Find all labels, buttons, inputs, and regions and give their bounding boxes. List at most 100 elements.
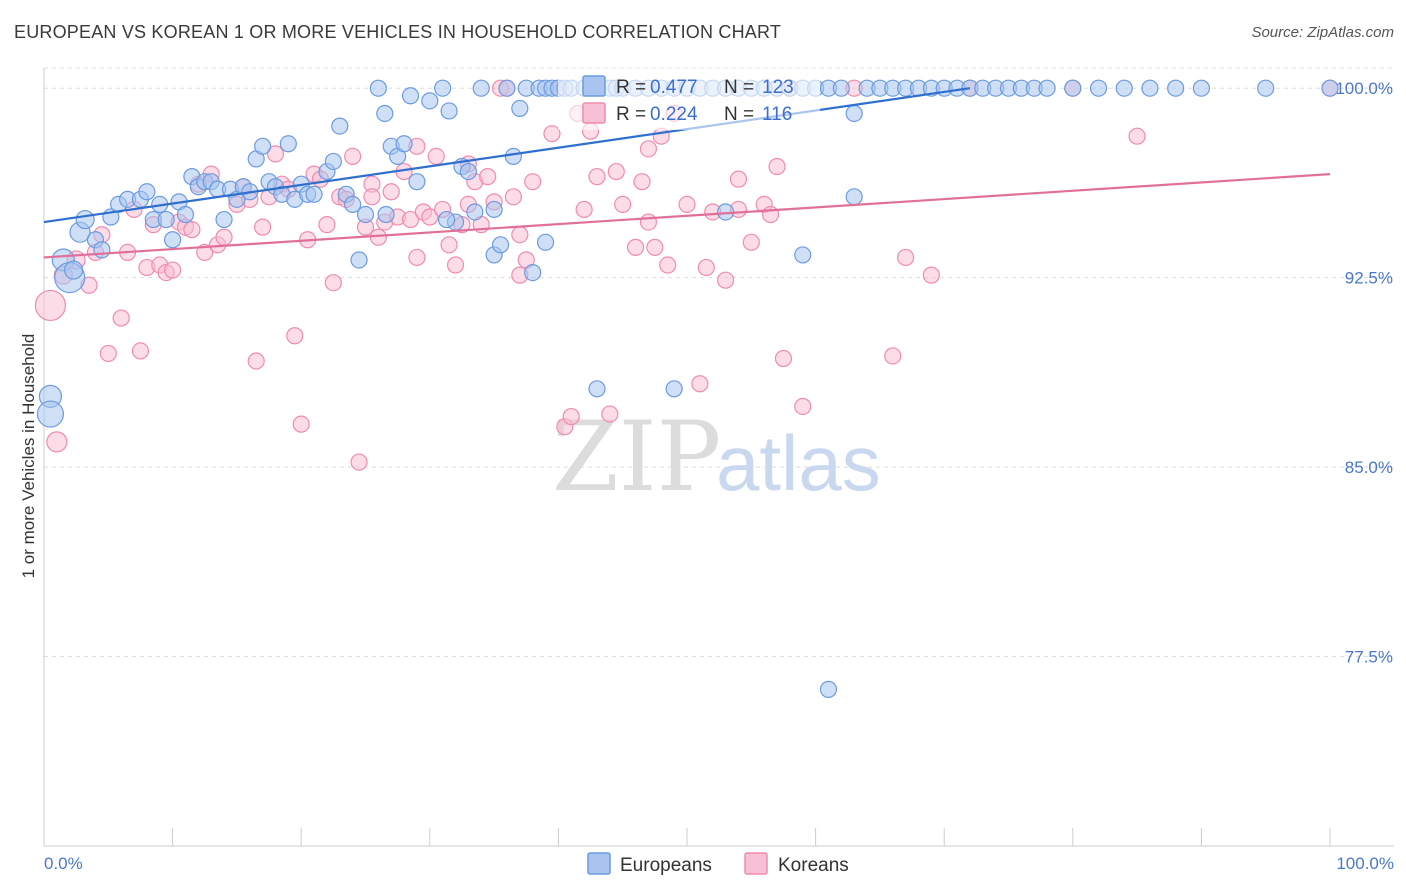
european-point	[504, 147, 522, 166]
korean-point	[588, 168, 606, 186]
korean-point	[626, 238, 645, 256]
korean-point	[382, 183, 400, 201]
korean-point	[1128, 127, 1146, 145]
korean-point	[324, 274, 342, 292]
korean-point	[884, 347, 902, 365]
european-point	[376, 104, 394, 123]
europeans-points	[36, 79, 1339, 698]
korean-point	[678, 195, 696, 214]
korean-point	[524, 173, 542, 191]
korean-point	[601, 405, 619, 423]
korean-point	[897, 248, 915, 267]
legend-r-label-europeans: R =	[616, 77, 646, 98]
watermark-zip: ZIP	[552, 401, 721, 513]
korean-point	[543, 125, 561, 143]
korean-point	[922, 266, 940, 284]
korean-point	[639, 140, 658, 158]
european-point	[524, 264, 542, 282]
x-ticks	[43, 828, 1331, 846]
korean-point	[504, 188, 522, 206]
european-point	[1115, 79, 1133, 97]
korean-point	[254, 218, 272, 236]
y-tick-label: 77.5%	[1345, 648, 1393, 667]
korean-point	[697, 258, 715, 277]
european-point	[157, 210, 175, 229]
y-tick-labels: 77.5% 85.0% 92.5% 100.0%	[1335, 79, 1393, 666]
korean-point	[607, 162, 625, 181]
korean-point	[614, 195, 632, 214]
legend-swatch-europeans	[582, 75, 606, 97]
korean-point	[408, 248, 426, 267]
korean-point	[421, 208, 439, 226]
korean-point	[401, 210, 420, 229]
european-point	[459, 162, 477, 181]
correlation-legend: R = 0.477 N = 123 R = 0.224 N = 116	[558, 68, 820, 130]
european-point	[350, 251, 368, 269]
y-tick-label: 100.0%	[1335, 79, 1393, 98]
watermark-atlas: atlas	[716, 419, 881, 507]
x-tick-label-min: 0.0%	[44, 854, 83, 873]
axes	[43, 68, 1394, 847]
european-point	[1141, 79, 1159, 97]
korean-point	[196, 243, 214, 261]
european-point	[395, 135, 413, 153]
european-point	[93, 241, 111, 259]
korean-point	[562, 407, 580, 426]
european-point	[434, 79, 452, 97]
korean-point	[639, 213, 658, 231]
european-point	[819, 680, 838, 698]
korean-point	[716, 271, 735, 289]
european-point	[75, 209, 95, 230]
legend-swatch-koreans	[582, 102, 606, 124]
korean-point	[350, 453, 368, 471]
european-point	[344, 195, 362, 214]
european-point	[377, 205, 395, 224]
european-point	[164, 231, 182, 249]
korean-point	[131, 342, 150, 360]
european-point	[536, 233, 555, 251]
legend-n-value-koreans: 116	[762, 104, 792, 125]
european-point	[794, 246, 812, 264]
korean-point	[691, 375, 709, 393]
european-point	[1064, 79, 1082, 97]
european-point	[138, 183, 156, 201]
european-point	[369, 79, 387, 97]
watermark: ZIP atlas	[552, 401, 881, 513]
legend-n-value-europeans: 123	[762, 77, 794, 98]
y-tick-label: 85.0%	[1345, 458, 1393, 477]
legend-r-value-europeans: 0.477	[650, 77, 698, 98]
european-point	[511, 99, 529, 118]
european-point	[845, 104, 863, 123]
european-point	[472, 79, 490, 97]
korean-point	[659, 256, 677, 274]
korean-point	[774, 349, 793, 368]
series-legend-label-koreans: Koreans	[778, 855, 849, 876]
european-point	[1257, 79, 1275, 97]
european-point	[440, 102, 458, 120]
y-axis-label: 1 or more Vehicles in Household	[19, 334, 38, 579]
european-point	[588, 380, 606, 398]
european-point	[491, 236, 510, 254]
european-point	[305, 185, 323, 203]
european-point	[215, 210, 233, 229]
european-point	[331, 117, 349, 135]
legend-n-label-koreans: N =	[724, 104, 754, 125]
korean-point	[511, 226, 529, 244]
european-point	[485, 200, 503, 219]
korean-point	[34, 289, 67, 322]
koreans-trend-line	[43, 172, 1331, 259]
korean-point	[183, 221, 201, 239]
european-point	[408, 173, 426, 191]
european-point	[1089, 79, 1108, 97]
european-point	[401, 87, 420, 105]
european-point	[498, 79, 516, 97]
korean-point	[112, 309, 130, 327]
european-point	[63, 260, 84, 280]
korean-point	[768, 157, 786, 176]
european-point	[466, 203, 484, 221]
legend-n-label-europeans: N =	[724, 77, 754, 98]
chart-title: EUROPEAN VS KOREAN 1 OR MORE VEHICLES IN…	[14, 22, 782, 42]
european-point	[1321, 79, 1339, 97]
korean-point	[164, 261, 182, 279]
korean-point	[794, 397, 812, 416]
